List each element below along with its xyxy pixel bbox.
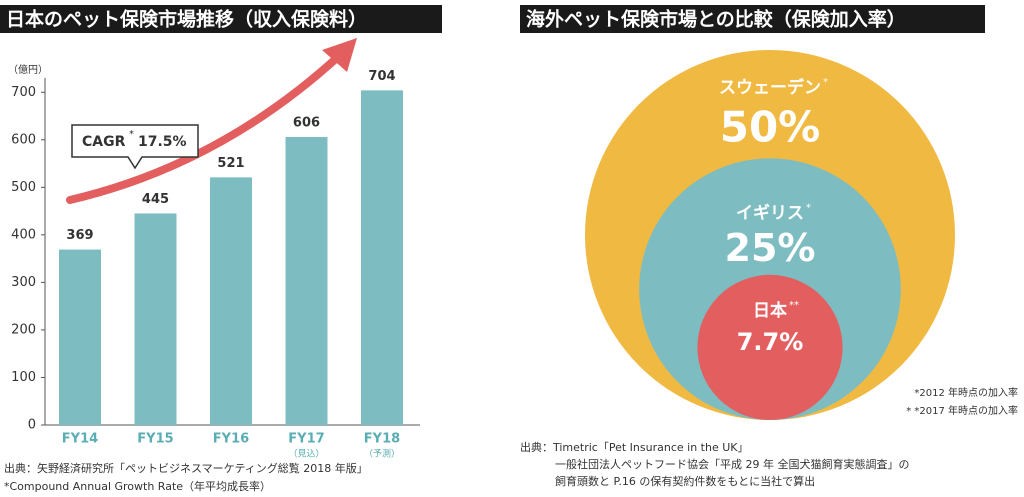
source-note: *Compound Annual Growth Rate（年平均成長率）	[4, 479, 271, 493]
x-tick-label: FY17	[288, 432, 324, 447]
bar	[134, 213, 177, 425]
value-label: 369	[66, 228, 93, 243]
source-note: 飼育頭数と P.16 の保有契約件数をもとに当社で算出	[555, 474, 815, 488]
value-label: 445	[142, 192, 169, 207]
annotation-marker: *	[129, 129, 134, 140]
value-label: 606	[293, 115, 320, 130]
y-tick-label: 200	[11, 322, 36, 337]
category-note: （予測）	[364, 448, 400, 460]
marker: **	[789, 300, 799, 311]
bar	[210, 177, 252, 425]
y-tick-label: 700	[11, 85, 36, 100]
source-note: 一般社団法人ペットフード協会「平成 29 年 全国犬猫飼育実態調査」の	[555, 457, 910, 471]
x-tick-label: FY15	[137, 432, 173, 447]
category-label: スウェーデン	[719, 77, 821, 98]
y-tick-label: 600	[11, 132, 36, 147]
trend-arrow	[66, 51, 344, 204]
callout-box	[71, 124, 199, 170]
x-tick-label: FY16	[213, 432, 249, 447]
bar	[59, 249, 101, 425]
value-label: 7.7%	[737, 328, 804, 356]
category-note: （見込）	[288, 449, 324, 460]
value-label: 521	[217, 156, 244, 171]
category-label: イギリス	[736, 203, 804, 223]
x-tick-label: FY18	[364, 432, 400, 447]
y-tick-label: 300	[11, 275, 36, 290]
footnote: * *2017 年時点の加入率	[906, 404, 1018, 417]
title-bg	[0, 5, 442, 33]
title-bg	[520, 5, 985, 33]
value-label: 50%	[720, 103, 821, 152]
y-tick-label: 100	[11, 370, 36, 385]
bar	[285, 136, 328, 426]
y-tick-label: 400	[11, 227, 36, 242]
axis-unit: （億円）	[8, 63, 48, 76]
bar	[361, 90, 403, 426]
value-label: 704	[368, 69, 395, 84]
marker: *	[823, 77, 828, 88]
chart-title: 海外ペット保険市場との比較（保険加入率）	[526, 8, 906, 31]
bubble-chart: スウェーデン *50%イギリス *25%日本 **7.7%	[585, 50, 955, 420]
footnote: *2012 年時点の加入率	[914, 386, 1018, 399]
source-note: 出典：矢野経済研究所「ペットビジネスマーケティング総覧 2018 年版」	[4, 461, 368, 475]
x-tick-label: FY14	[62, 432, 98, 447]
annotation-label: CAGR	[82, 134, 126, 150]
category-label: 日本	[753, 300, 787, 321]
marker: *	[806, 202, 811, 213]
trend-arrow-head	[322, 38, 357, 72]
chart-title: 日本のペット保険市場推移（収入保険料）	[6, 8, 367, 31]
y-tick-label: 500	[11, 180, 36, 195]
annotation-value: 17.5%	[138, 134, 187, 150]
bar-chart: 0 100 200 300 400 500 600 700 369 FY14 445 FY15 521 F…	[11, 69, 420, 460]
source-note: 出典：Timetric「Pet Insurance in the UK」	[520, 440, 748, 454]
value-label: 25%	[725, 226, 816, 270]
bubble	[697, 274, 843, 420]
y-tick-label: 0	[28, 418, 36, 433]
